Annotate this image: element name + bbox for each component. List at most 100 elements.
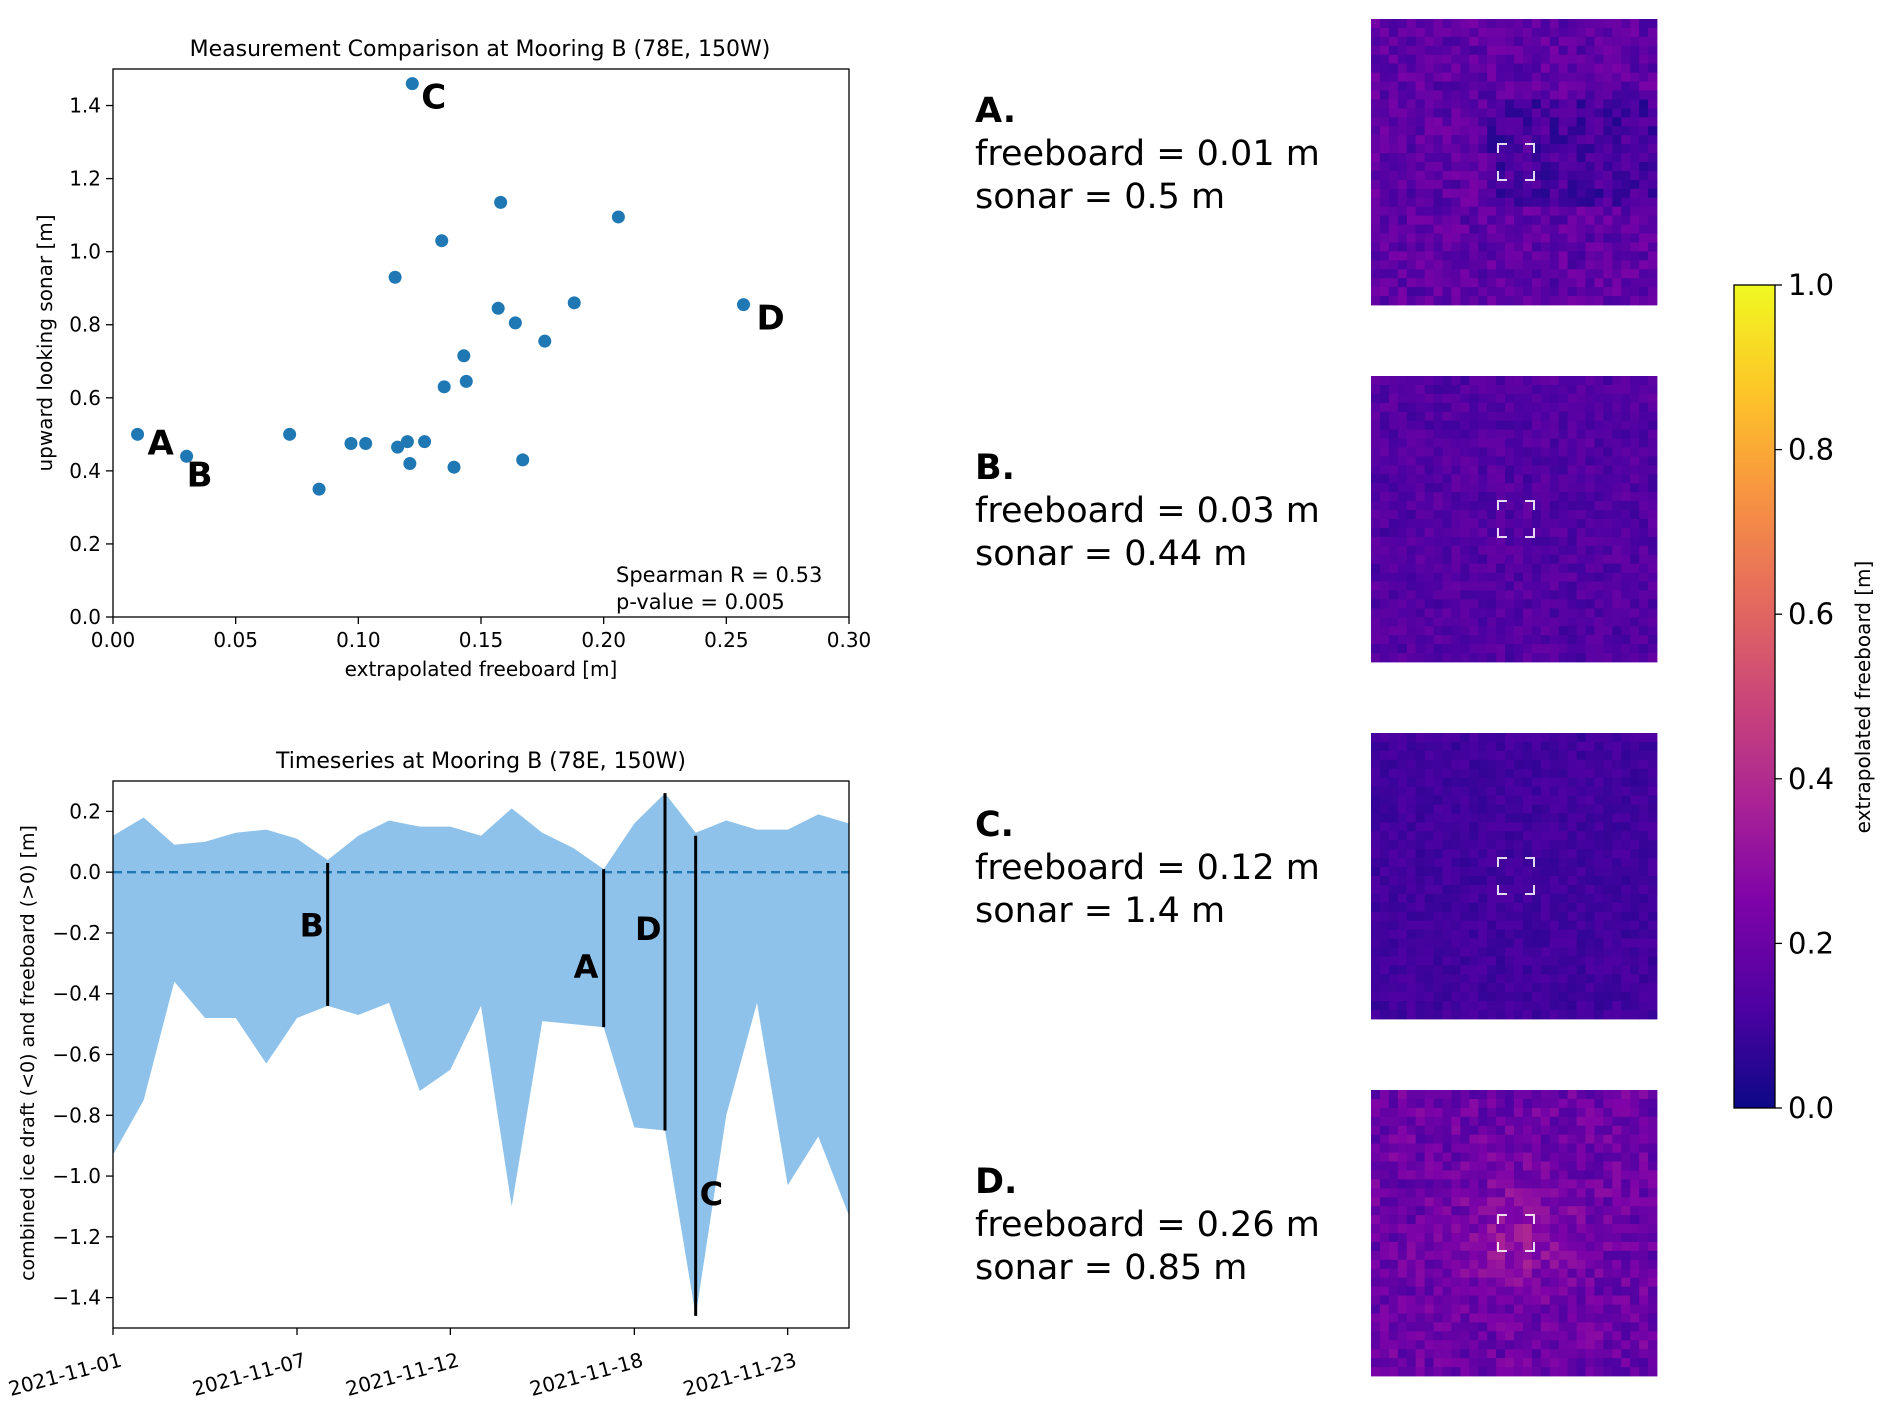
heatmap-cell bbox=[1648, 1304, 1658, 1314]
heatmap-cell bbox=[1469, 99, 1479, 109]
heatmap-cell bbox=[1496, 72, 1506, 82]
heatmap-cell bbox=[1612, 224, 1622, 234]
heatmap-cell bbox=[1594, 974, 1604, 984]
heatmap-cell bbox=[1594, 1259, 1604, 1270]
heatmap-panel-d bbox=[1371, 1090, 1658, 1377]
heatmap-cell bbox=[1594, 206, 1604, 217]
heatmap-cell bbox=[1478, 438, 1488, 448]
heatmap-cell bbox=[1549, 777, 1560, 788]
heatmap-cell bbox=[1522, 1358, 1533, 1368]
heatmap-cell bbox=[1549, 179, 1560, 190]
heatmap-cell bbox=[1478, 599, 1488, 609]
heatmap-cell bbox=[1567, 1170, 1577, 1180]
heatmap-cell bbox=[1388, 822, 1399, 832]
heatmap-cell bbox=[1424, 876, 1434, 886]
heatmap-cell bbox=[1415, 884, 1426, 895]
heatmap-cell bbox=[1397, 519, 1408, 529]
heatmap-cell bbox=[1576, 1250, 1586, 1261]
heatmap-cell bbox=[1397, 1134, 1408, 1145]
heatmap-cell bbox=[1442, 777, 1452, 788]
heatmap-cell bbox=[1469, 296, 1479, 306]
heatmap-cell bbox=[1558, 1188, 1569, 1198]
heatmap-cell bbox=[1505, 501, 1515, 511]
heatmap-cell bbox=[1540, 608, 1551, 618]
heatmap-cell bbox=[1487, 608, 1497, 618]
heatmap-cell bbox=[1549, 90, 1560, 100]
heatmap-cell bbox=[1487, 536, 1497, 547]
heatmap-cell bbox=[1379, 153, 1390, 163]
heatmap-cell bbox=[1621, 36, 1631, 47]
heatmap-cell bbox=[1567, 554, 1577, 565]
heatmap-cell bbox=[1451, 947, 1461, 957]
heatmap-cell bbox=[1505, 72, 1515, 82]
heatmap-cell bbox=[1451, 296, 1461, 306]
heatmap-cell bbox=[1487, 1277, 1497, 1288]
heatmap-cell bbox=[1531, 733, 1542, 743]
heatmap-cell bbox=[1505, 1331, 1515, 1341]
heatmap-cell bbox=[1451, 36, 1461, 47]
heatmap-cell bbox=[1469, 1152, 1479, 1162]
heatmap-cell bbox=[1531, 590, 1542, 600]
heatmap-cell bbox=[1371, 992, 1381, 1002]
heatmap-cell bbox=[1612, 27, 1622, 38]
heatmap-cell bbox=[1540, 929, 1551, 939]
heatmap-cell bbox=[1514, 269, 1524, 279]
heatmap-cell bbox=[1648, 215, 1658, 225]
heatmap-cell bbox=[1406, 644, 1417, 654]
heatmap-cell bbox=[1594, 179, 1604, 190]
heatmap-cell bbox=[1451, 572, 1461, 582]
heatmap-cell bbox=[1630, 1340, 1640, 1350]
heatmap-cell bbox=[1388, 849, 1399, 859]
heatmap-cell bbox=[1496, 447, 1506, 457]
heatmap-cell bbox=[1522, 411, 1533, 422]
heatmap-cell bbox=[1621, 153, 1631, 163]
heatmap-cell bbox=[1621, 1241, 1631, 1252]
heatmap-cell bbox=[1522, 536, 1533, 547]
heatmap-cell bbox=[1612, 902, 1622, 913]
heatmap-cell bbox=[1442, 992, 1452, 1002]
heatmap-cell bbox=[1630, 1277, 1640, 1288]
heatmap-cell bbox=[1388, 19, 1399, 29]
heatmap-cell bbox=[1558, 804, 1569, 814]
heatmap-cell bbox=[1549, 599, 1560, 609]
heatmap-cell bbox=[1576, 884, 1586, 895]
heatmap-cell bbox=[1648, 1161, 1658, 1171]
heatmap-cell bbox=[1630, 1215, 1640, 1225]
heatmap-cell bbox=[1505, 269, 1515, 279]
heatmap-cell bbox=[1549, 1367, 1560, 1377]
heatmap-cell bbox=[1621, 1277, 1631, 1288]
heatmap-cell bbox=[1469, 733, 1479, 743]
heatmap-cell bbox=[1576, 750, 1586, 761]
colorbar-label: extrapolated freeboard [m] bbox=[1851, 561, 1875, 834]
heatmap-cell bbox=[1549, 644, 1560, 654]
heatmap-cell bbox=[1531, 813, 1542, 823]
heatmap-cell bbox=[1594, 813, 1604, 823]
heatmap-cell bbox=[1406, 822, 1417, 832]
heatmap-cell bbox=[1603, 1295, 1613, 1305]
heatmap-cell bbox=[1630, 278, 1640, 288]
heatmap-cell bbox=[1648, 1268, 1658, 1279]
heatmap-cell bbox=[1460, 144, 1470, 154]
heatmap-cell bbox=[1451, 27, 1461, 38]
heatmap-cell bbox=[1567, 1241, 1577, 1252]
heatmap-cell bbox=[1451, 1340, 1461, 1350]
heatmap-cell bbox=[1514, 1268, 1524, 1279]
heatmap-cell bbox=[1558, 1001, 1569, 1011]
heatmap-cell bbox=[1433, 1224, 1443, 1234]
heatmap-cell bbox=[1558, 144, 1569, 154]
heatmap-cell bbox=[1379, 1125, 1390, 1136]
heatmap-cell bbox=[1451, 126, 1461, 136]
scatter-point bbox=[737, 298, 751, 312]
heatmap-cell bbox=[1433, 1358, 1443, 1368]
heatmap-cell bbox=[1424, 429, 1434, 439]
heatmap-cell bbox=[1514, 1001, 1524, 1011]
heatmap-cell bbox=[1514, 1286, 1524, 1296]
heatmap-cell bbox=[1603, 393, 1613, 404]
heatmap-cell bbox=[1558, 1304, 1569, 1314]
heatmap-cell bbox=[1415, 510, 1426, 520]
heatmap-cell bbox=[1612, 653, 1622, 663]
heatmap-cell bbox=[1594, 1322, 1604, 1332]
heatmap-cell bbox=[1442, 45, 1452, 56]
heatmap-cell bbox=[1469, 90, 1479, 100]
panel-a-text: A. freeboard = 0.01 m sonar = 0.5 m bbox=[975, 90, 1320, 219]
